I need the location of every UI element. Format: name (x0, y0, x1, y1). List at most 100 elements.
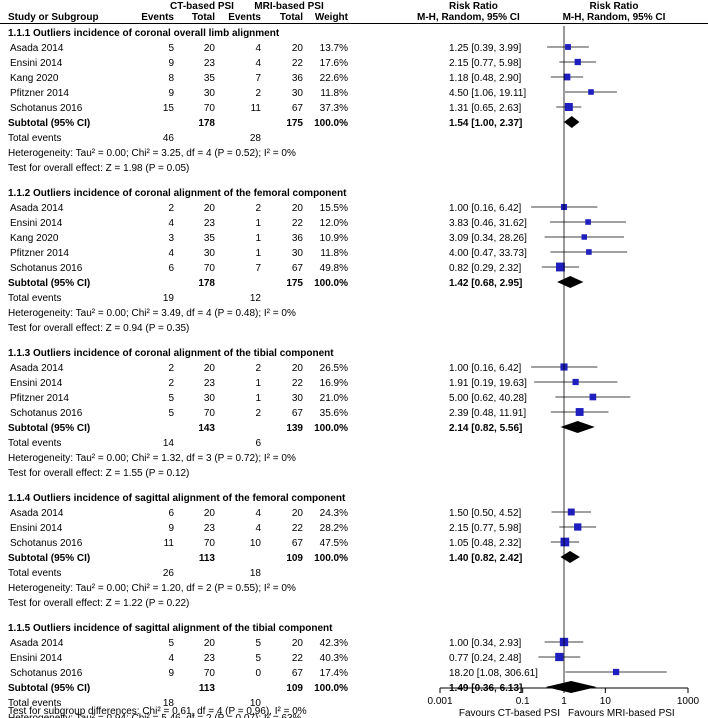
subgroup-2-study-2-events-ct: 4 (168, 218, 174, 229)
subgroup-1-study-5-total-mri: 67 (292, 103, 304, 114)
subgroup-4-study-1-name: Asada 2014 (10, 508, 64, 519)
subgroup-2-subtotal-ci-text: 1.42 [0.68, 2.95] (449, 278, 522, 289)
subgroup-5-heterogeneity: Heterogeneity: Tau² = 0.94; Chi² = 5.46,… (8, 713, 302, 718)
subgroup-1-study-3-total-ct: 35 (204, 73, 216, 84)
subgroup-1-study-3-name: Kang 2020 (10, 73, 59, 84)
subgroup-4-subtotal-label: Subtotal (95% CI) (8, 553, 90, 564)
subgroup-2-study-3-marker (581, 234, 587, 240)
subgroup-1-total-events-ct: 46 (163, 133, 175, 144)
subgroup-2-study-4-name: Pfitzner 2014 (10, 248, 69, 259)
subgroup-2-study-2-weight: 12.0% (320, 218, 348, 229)
subgroup-1-study-1-name: Asada 2014 (10, 43, 64, 54)
subgroup-5-study-2-total-mri: 22 (292, 653, 304, 664)
subgroup-4-study-2-total-ct: 23 (204, 523, 216, 534)
subgroup-1-overall-effect: Test for overall effect: Z = 1.98 (P = 0… (8, 163, 189, 174)
subgroup-3-total-events-mri: 6 (255, 438, 261, 449)
subgroup-5-title: 1.1.5 Outliers incidence of sagittal ali… (8, 623, 333, 634)
subgroup-3-subtotal-total-ct: 143 (198, 423, 215, 434)
subgroup-5-study-1-weight: 42.3% (320, 638, 348, 649)
subgroup-1-study-1-total-mri: 20 (292, 43, 304, 54)
subgroup-1-study-2-events-ct: 9 (168, 58, 174, 69)
header-total-1: Total (192, 12, 215, 23)
subgroup-1-study-1-ci-text: 1.25 [0.39, 3.99] (449, 43, 522, 54)
subgroup-2-study-4-ci-text: 4.00 [0.47, 33.73] (449, 248, 527, 259)
subgroup-3-study-3-weight: 21.0% (320, 393, 348, 404)
subgroup-4-subtotal-ci-text: 1.40 [0.82, 2.42] (449, 553, 522, 564)
subgroup-1-study-2-events-mri: 4 (255, 58, 261, 69)
subgroup-1-study-4-total-ct: 30 (204, 88, 216, 99)
subgroup-3-subtotal-label: Subtotal (95% CI) (8, 423, 90, 434)
header-total-2: Total (280, 12, 303, 23)
subgroup-5-study-2-ci-text: 0.77 [0.24, 2.48] (449, 653, 522, 664)
subgroup-2-study-2-events-mri: 1 (255, 218, 261, 229)
subgroup-5-total-events-ct: 18 (163, 698, 175, 709)
subgroup-2-subtotal-total-ct: 178 (198, 278, 215, 289)
subgroup-1-study-5-marker (564, 103, 573, 111)
subgroup-3-study-2-total-ct: 23 (204, 378, 216, 389)
subgroup-2-study-1-weight: 15.5% (320, 203, 348, 214)
subgroup-2-study-4-total-ct: 30 (204, 248, 216, 259)
subgroup-1-heterogeneity: Heterogeneity: Tau² = 0.00; Chi² = 3.25,… (8, 148, 296, 159)
subgroup-3-study-4-weight: 35.6% (320, 408, 348, 419)
subgroup-4-study-3-ci-text: 1.05 [0.48, 2.32] (449, 538, 522, 549)
subgroup-3-study-3-events-mri: 1 (255, 393, 261, 404)
subgroup-4-subtotal-diamond (560, 551, 580, 563)
subgroup-2-study-5-total-mri: 67 (292, 263, 304, 274)
subgroup-4-study-2-name: Ensini 2014 (10, 523, 63, 534)
favours-left-label: Favours CT-based PSI (459, 708, 560, 718)
x-tick-label-1: 0.001 (427, 696, 452, 707)
subgroup-5-study-2-weight: 40.3% (320, 653, 348, 664)
subgroup-5-study-3-weight: 17.4% (320, 668, 348, 679)
subgroup-5-study-2-name: Ensini 2014 (10, 653, 63, 664)
subgroup-3-study-4-ci-text: 2.39 [0.48, 11.91] (449, 408, 526, 419)
subgroup-1-study-2-weight: 17.6% (320, 58, 348, 69)
subgroup-2-overall-effect: Test for overall effect: Z = 0.94 (P = 0… (8, 323, 189, 334)
subgroup-5-study-2-events-mri: 5 (255, 653, 261, 664)
subgroup-2-study-2-total-mri: 22 (292, 218, 304, 229)
subgroup-4-study-1-total-ct: 20 (204, 508, 216, 519)
subgroup-1-total-events-label: Total events (8, 133, 61, 144)
subgroup-3-study-1-weight: 26.5% (320, 363, 348, 374)
subgroup-2-study-3-events-ct: 3 (168, 233, 174, 244)
subgroup-3-study-2-name: Ensini 2014 (10, 378, 63, 389)
subgroup-1-study-4-events-ct: 9 (168, 88, 174, 99)
subgroup-2-study-3-weight: 10.9% (320, 233, 348, 244)
subgroup-5-study-1-name: Asada 2014 (10, 638, 64, 649)
subgroup-4-study-1-events-mri: 4 (255, 508, 261, 519)
subgroup-2-total-events-ct: 19 (163, 293, 175, 304)
subgroup-3-study-4-total-mri: 67 (292, 408, 304, 419)
subgroup-2-study-2-total-ct: 23 (204, 218, 216, 229)
subgroup-3-subtotal-total-mri: 139 (286, 423, 303, 434)
header-rr-method-plot: M-H, Random, 95% CI (563, 12, 666, 23)
subgroup-2-title: 1.1.2 Outliers incidence of coronal alig… (8, 188, 347, 199)
subgroup-4-total-events-mri: 18 (250, 568, 262, 579)
subgroup-4-study-2-marker (574, 523, 582, 531)
subgroup-2-subtotal-total-mri: 175 (286, 278, 303, 289)
subgroup-5-study-1-total-mri: 20 (292, 638, 304, 649)
header-rr-method: M-H, Random, 95% CI (417, 12, 520, 23)
subgroup-3-study-1-ci-text: 1.00 [0.16, 6.42] (449, 363, 522, 374)
subgroup-2-subtotal-diamond (557, 276, 584, 288)
subgroup-2-study-2-ci-text: 3.83 [0.46, 31.62] (449, 218, 527, 229)
subgroup-2-total-events-label: Total events (8, 293, 61, 304)
subgroup-5-subtotal-total-mri: 109 (286, 683, 303, 694)
header-rr-title-plot: Risk Ratio (590, 1, 639, 12)
subgroup-4-study-1-total-mri: 20 (292, 508, 304, 519)
subgroup-2-study-1-events-ct: 2 (168, 203, 174, 214)
subgroup-1-study-4-name: Pfitzner 2014 (10, 88, 69, 99)
subgroup-5-study-2-marker (555, 652, 564, 662)
subgroup-5-subtotal-diamond (545, 681, 597, 693)
subgroup-3-study-2-events-ct: 2 (168, 378, 174, 389)
subgroup-2-total-events-mri: 12 (250, 293, 262, 304)
subgroup-4-study-3-total-mri: 67 (292, 538, 304, 549)
subgroup-2-study-3-name: Kang 2020 (10, 233, 59, 244)
subgroup-1-subtotal-diamond (564, 116, 580, 128)
subgroup-1-study-4-weight: 11.8% (320, 88, 348, 99)
subgroup-1-study-5-total-ct: 70 (204, 103, 216, 114)
subgroup-1-study-5-ci-text: 1.31 [0.65, 2.63] (449, 103, 522, 114)
subgroup-1-study-3-events-mri: 7 (255, 73, 261, 84)
subgroup-3-study-1-total-mri: 20 (292, 363, 304, 374)
subgroup-1-study-1-weight: 13.7% (320, 43, 348, 54)
subgroup-5-study-1-events-mri: 5 (255, 638, 261, 649)
subgroup-2-study-3-ci-text: 3.09 [0.34, 28.26] (449, 233, 527, 244)
